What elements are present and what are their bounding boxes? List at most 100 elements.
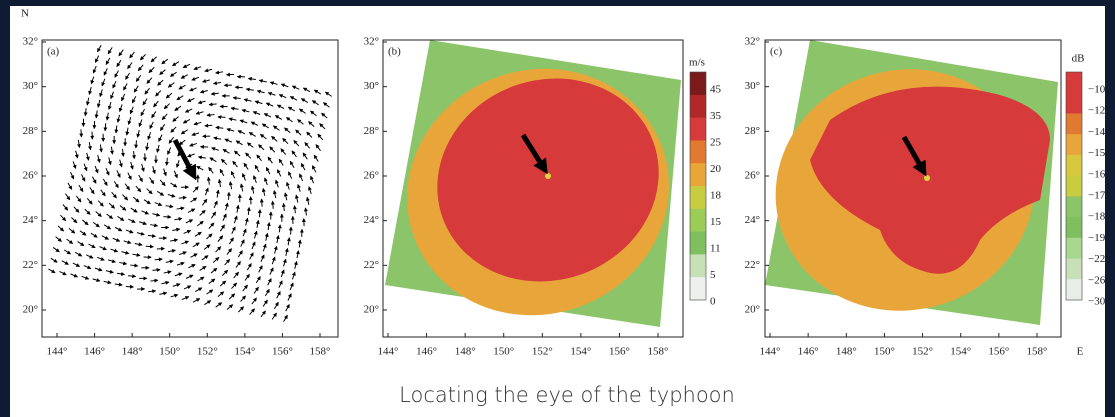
wind-arrow bbox=[233, 271, 239, 279]
wind-arrow bbox=[114, 226, 123, 232]
colorbar-segment bbox=[690, 277, 706, 301]
wind-arrow bbox=[157, 79, 164, 86]
wind-arrow bbox=[158, 134, 163, 143]
wind-arrow bbox=[167, 193, 176, 198]
x-tick-label: 152° bbox=[197, 346, 218, 358]
wind-arrow bbox=[113, 180, 119, 189]
wind-arrow bbox=[75, 195, 82, 203]
wind-arrow bbox=[77, 139, 81, 149]
x-tick-label: 144° bbox=[47, 346, 68, 358]
wind-arrow bbox=[125, 127, 130, 136]
colorbar-segment bbox=[1066, 175, 1082, 197]
y-tick-label: 32° bbox=[23, 36, 38, 48]
wind-arrow bbox=[235, 204, 240, 213]
colorbar-segment bbox=[690, 186, 706, 210]
wind-arrow bbox=[183, 285, 192, 290]
wind-arrow bbox=[324, 91, 332, 97]
wind-arrow bbox=[274, 115, 283, 120]
colorbar-label: 45 bbox=[710, 84, 722, 96]
wind-arrow bbox=[192, 186, 199, 193]
wind-arrow bbox=[310, 110, 317, 117]
wind-arrow bbox=[300, 98, 309, 103]
panel-label: (b) bbox=[388, 46, 401, 58]
wind-arrow bbox=[191, 132, 200, 137]
eye-arrow bbox=[520, 133, 548, 175]
wind-arrow bbox=[194, 231, 202, 237]
wind-arrow bbox=[170, 126, 177, 133]
wind-arrow bbox=[165, 259, 174, 264]
wind-arrow bbox=[271, 256, 276, 265]
wind-arrow bbox=[204, 68, 213, 73]
wind-arrow bbox=[217, 178, 222, 188]
wind-arrow bbox=[103, 123, 108, 132]
y-tick-label: 24° bbox=[23, 214, 38, 226]
wind-arrow bbox=[182, 63, 191, 69]
y-tick-label: 32° bbox=[745, 36, 760, 48]
x-tick-label: 152° bbox=[532, 346, 553, 358]
wind-arrow bbox=[291, 271, 296, 280]
wind-arrow bbox=[317, 133, 324, 141]
wind-arrow bbox=[264, 288, 270, 297]
wind-arrow bbox=[277, 169, 282, 177]
colorbar-segment bbox=[1066, 237, 1082, 260]
wind-arrow bbox=[105, 269, 114, 274]
wind-arrow bbox=[142, 98, 148, 106]
wind-arrow bbox=[249, 308, 255, 315]
wind-arrow bbox=[182, 118, 191, 124]
wind-arrow bbox=[161, 280, 170, 285]
wind-arrow bbox=[149, 121, 154, 130]
wind-arrow bbox=[170, 182, 178, 188]
wind-arrow bbox=[285, 303, 290, 312]
wind-arrow bbox=[196, 220, 204, 227]
panel-frame bbox=[764, 39, 1062, 338]
typhoon-eye bbox=[545, 173, 551, 179]
wind-arrow bbox=[170, 293, 179, 298]
wind-arrow bbox=[288, 171, 293, 179]
wind-arrow bbox=[213, 136, 222, 141]
wind-arrow bbox=[110, 146, 114, 155]
wind-arrow bbox=[199, 265, 207, 271]
wind-arrow bbox=[228, 117, 237, 122]
wind-arrow bbox=[185, 274, 194, 279]
wind-arrow bbox=[111, 191, 117, 199]
wind-arrow bbox=[60, 214, 67, 222]
wind-arrow bbox=[292, 205, 297, 214]
wind-arrow bbox=[220, 158, 228, 165]
wind-arrow bbox=[206, 176, 211, 185]
wind-arrow bbox=[224, 138, 233, 143]
wind-arrow bbox=[88, 87, 93, 96]
wind-arrow bbox=[293, 260, 298, 269]
wind-arrow bbox=[154, 257, 163, 262]
wind-arrow bbox=[253, 230, 258, 239]
wind-arrow bbox=[139, 221, 147, 226]
colorbar-segment bbox=[1066, 279, 1082, 301]
wind-arrow bbox=[176, 95, 184, 101]
wind-arrow bbox=[219, 168, 225, 177]
wind-arrow bbox=[181, 296, 190, 301]
wind-arrow bbox=[78, 184, 84, 193]
x-tick-label: 154° bbox=[570, 346, 591, 358]
wind-arrow bbox=[77, 241, 85, 247]
wind-arrow bbox=[230, 170, 236, 179]
wind-arrow bbox=[105, 57, 111, 66]
wind-arrow bbox=[271, 312, 277, 320]
wind-arrow bbox=[240, 295, 246, 302]
wind-arrow bbox=[315, 144, 321, 151]
colorbar-label: −26 bbox=[1088, 274, 1106, 286]
wind-arrow bbox=[134, 140, 139, 149]
wind-arrow bbox=[99, 144, 103, 153]
y-tick-label: 20° bbox=[745, 304, 760, 316]
wind-arrow bbox=[159, 291, 168, 296]
wind-arrow bbox=[150, 278, 159, 283]
wind-arrow bbox=[152, 212, 161, 217]
wind-arrow bbox=[181, 240, 190, 245]
wind-arrow bbox=[180, 74, 188, 79]
wind-arrow bbox=[246, 263, 252, 271]
wind-arrow bbox=[74, 251, 83, 257]
wind-arrow bbox=[197, 155, 206, 160]
x-tick-label: 146° bbox=[798, 346, 819, 358]
wind-arrow bbox=[97, 200, 104, 207]
colorbar-segment bbox=[1066, 217, 1082, 239]
wind-arrow bbox=[85, 97, 90, 106]
wind-arrow bbox=[195, 110, 204, 115]
